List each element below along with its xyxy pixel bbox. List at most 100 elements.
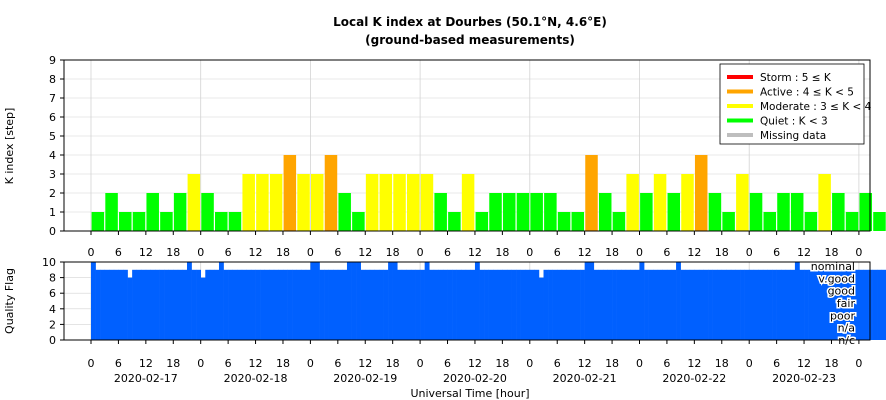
k-index-x-tick-label: 6 <box>334 246 341 259</box>
quality-bar <box>621 269 627 340</box>
quality-bar <box>799 269 805 340</box>
quality-x-tick-label: 18 <box>276 357 290 370</box>
k-index-x-tick-label: 0 <box>526 246 533 259</box>
k-index-x-tick-label: 18 <box>276 246 290 259</box>
quality-bar <box>177 269 183 340</box>
quality-bar <box>383 269 389 340</box>
quality-bar <box>703 269 709 340</box>
k-index-bar <box>420 174 434 231</box>
quality-bar <box>662 269 668 340</box>
quality-y-tick-label: 10 <box>42 256 56 269</box>
k-index-bar <box>571 212 585 231</box>
date-label: 2020-02-19 <box>333 372 397 385</box>
k-index-y-tick-label: 5 <box>49 130 56 143</box>
quality-bar <box>753 269 759 340</box>
quality-bar <box>653 269 659 340</box>
quality-bar <box>698 269 704 340</box>
quality-bar <box>840 269 846 340</box>
quality-bar <box>735 269 741 340</box>
k-index-bar <box>215 212 228 231</box>
quality-bar <box>712 269 718 340</box>
k-index-x-tick-label: 6 <box>115 246 122 259</box>
quality-bar <box>159 269 165 340</box>
quality-bar <box>776 269 782 340</box>
quality-bar <box>877 269 883 340</box>
quality-x-tick-label: 12 <box>468 357 482 370</box>
quality-x-tick-label: 12 <box>578 357 592 370</box>
k-index-bar <box>379 174 393 231</box>
k-index-bar <box>242 174 255 231</box>
quality-bar <box>433 269 439 340</box>
date-label: 2020-02-23 <box>772 372 836 385</box>
quality-bar <box>456 269 462 340</box>
k-index-bar <box>434 193 447 231</box>
quality-bar <box>639 262 645 340</box>
k-index-bar <box>201 193 214 231</box>
quality-bar <box>452 269 457 340</box>
k-index-bar <box>502 193 516 231</box>
quality-bar <box>516 269 521 340</box>
quality-bar <box>241 269 247 340</box>
k-index-x-tick-label: 18 <box>605 246 619 259</box>
k-index-bar <box>763 212 777 231</box>
quality-x-tick-label: 18 <box>715 357 729 370</box>
k-index-x-tick-label: 6 <box>663 246 670 259</box>
quality-bar <box>369 269 375 340</box>
k-index-x-tick-label: 12 <box>249 246 263 259</box>
k-index-x-tick-label: 6 <box>444 246 451 259</box>
legend-label: Missing data <box>760 130 826 142</box>
quality-bar <box>305 269 311 340</box>
k-index-bar <box>91 212 105 231</box>
quality-bar <box>292 269 297 340</box>
quality-y-tick-label: 2 <box>49 318 56 331</box>
quality-bar <box>132 269 138 340</box>
quality-x-tick-label: 18 <box>166 357 180 370</box>
quality-bar <box>205 269 211 340</box>
quality-bar <box>598 269 604 340</box>
quality-x-tick-label: 18 <box>824 357 838 370</box>
k-index-x-tick-label: 18 <box>495 246 509 259</box>
k-index-x-tick-label: 0 <box>855 246 862 259</box>
k-index-bar <box>393 174 406 231</box>
k-index-y-axis-label: K index [step] <box>3 108 16 185</box>
k-index-bar <box>873 212 886 231</box>
quality-bar <box>808 269 814 340</box>
quality-bar <box>685 269 691 340</box>
k-index-bar <box>845 212 859 231</box>
quality-bar <box>680 269 686 340</box>
k-index-bar <box>146 193 159 231</box>
quality-bar <box>721 269 727 340</box>
k-index-bar <box>585 155 598 231</box>
k-index-bar <box>406 174 420 231</box>
quality-x-tick-label: 0 <box>636 357 643 370</box>
quality-bar <box>694 269 700 340</box>
quality-bar <box>863 269 869 340</box>
k-index-y-tick-label: 6 <box>49 111 56 124</box>
quality-bar <box>282 269 288 340</box>
k-index-bar <box>448 212 461 231</box>
quality-bar <box>237 269 243 340</box>
legend: Storm : 5 ≤ K Active : 4 ≤ K < 5 Moderate … <box>719 63 872 145</box>
quality-bar <box>657 269 663 340</box>
quality-y-tick-label: 4 <box>49 303 56 316</box>
quality-bar <box>740 269 745 340</box>
k-index-bar <box>338 193 351 231</box>
k-index-bar <box>105 193 118 231</box>
quality-bar <box>356 262 361 340</box>
quality-x-tick-label: 6 <box>225 357 232 370</box>
k-index-bar <box>461 174 475 231</box>
quality-bar <box>182 269 188 340</box>
k-index-bar <box>859 193 873 231</box>
k-index-bar <box>736 174 749 231</box>
k-index-bar <box>749 193 763 231</box>
quality-flag-label: v.good <box>818 272 855 285</box>
k-index-bar <box>187 174 201 231</box>
quality-bar <box>804 269 809 340</box>
k-index-bar <box>612 212 626 231</box>
k-index-x-tick-label: 0 <box>88 246 95 259</box>
quality-bar <box>461 269 467 340</box>
quality-x-tick-label: 12 <box>249 357 263 370</box>
quality-bar <box>273 269 279 340</box>
